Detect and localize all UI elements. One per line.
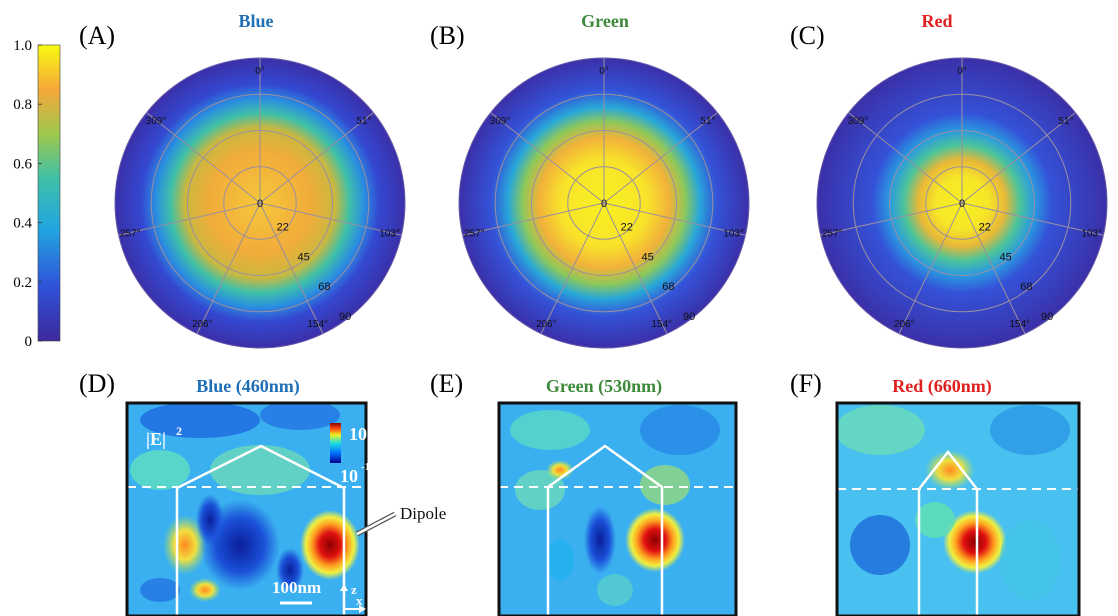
- polar-radial-label: 68: [662, 281, 674, 293]
- polar-angle-label: 0°: [599, 66, 609, 77]
- polar-angle-label: 206°: [894, 319, 915, 330]
- panel-title-blue-460: Blue (460nm): [196, 376, 300, 397]
- field-colorscale: [330, 423, 341, 463]
- polar-angle-label: 103°: [379, 229, 400, 240]
- polar-grid-spoke: [462, 202, 605, 236]
- colorbar-tick-label: 0.4: [13, 216, 32, 232]
- polar-radial-label: 68: [1020, 281, 1032, 293]
- panel-letter-a: (A): [79, 21, 115, 50]
- polar-panel-green: 0° 51° 103° 154° 206° 257° 309° 0 22 45 68 90: [458, 57, 750, 349]
- polar-grid-spoke: [961, 112, 1076, 204]
- polar-angle-label: 206°: [192, 319, 213, 330]
- polar-radial-label: 90: [683, 311, 695, 323]
- scale-min-exponent: -1: [361, 461, 370, 473]
- polar-grid-spoke: [848, 112, 963, 204]
- polar-angle-label: 103°: [723, 229, 744, 240]
- colorbar-tick-label: 1.0: [13, 38, 32, 54]
- panel-letter-d: (D): [79, 369, 115, 398]
- polar-angle-label: 257°: [120, 229, 141, 240]
- colorbar: 0 0.2 0.4 0.6 0.8 1.0: [13, 38, 61, 350]
- scale-max-label: 10: [349, 424, 367, 444]
- polar-angle-label: 309°: [490, 116, 511, 127]
- panel-letter-b: (B): [430, 21, 465, 50]
- polar-grid-spoke: [820, 202, 963, 236]
- polar-grid-spoke: [196, 202, 261, 334]
- panel-letter-e: (E): [430, 369, 463, 398]
- colorbar-tick-label: 0.6: [13, 156, 32, 172]
- polar-grid-spoke: [490, 112, 605, 204]
- polar-angle-label: 51°: [1058, 116, 1073, 127]
- polar-radial-label: 45: [999, 251, 1011, 263]
- polar-angle-label: 51°: [700, 116, 715, 127]
- scale-max-exponent: 2: [371, 422, 377, 434]
- polar-radial-label: 0: [601, 198, 607, 210]
- colorbar-ticks: 0 0.2 0.4 0.6 0.8 1.0: [13, 38, 42, 350]
- polar-radial-label: 45: [297, 251, 309, 263]
- polar-grid-spoke: [603, 202, 668, 334]
- polar-angle-label: 309°: [146, 116, 167, 127]
- field-map-frame-blue: [125, 401, 368, 616]
- axis-x-label: x: [356, 593, 363, 608]
- polar-angle-label: 154°: [651, 319, 672, 330]
- panel-title-blue: Blue: [238, 11, 273, 31]
- panel-title-red: Red: [922, 11, 953, 31]
- polar-angle-label: 206°: [536, 319, 557, 330]
- polar-panel-red: 0° 51° 103° 154° 206° 257° 309° 0 22 45 68 90: [816, 57, 1108, 349]
- polar-grid-spoke: [540, 202, 605, 334]
- panel-letter-f: (F): [790, 369, 822, 398]
- polar-grid-spoke: [118, 202, 261, 236]
- polar-radial-label: 22: [621, 222, 633, 234]
- field-intensity-label: |E|: [146, 429, 166, 449]
- polar-radial-label: 22: [979, 222, 991, 234]
- scalebar-label: 100nm: [272, 578, 321, 597]
- axis-z-label: z: [351, 582, 357, 597]
- polar-radial-label: 45: [641, 251, 653, 263]
- polar-angle-label: 154°: [1009, 319, 1030, 330]
- panel-title-green-530: Green (530nm): [546, 376, 662, 397]
- colorbar-gradient: [37, 44, 61, 342]
- polar-radial-label: 90: [339, 311, 351, 323]
- polar-radial-label: 68: [318, 281, 330, 293]
- colorbar-tick-label: 0.2: [13, 275, 32, 291]
- panel-letter-c: (C): [790, 21, 825, 50]
- polar-radial-label: 22: [277, 222, 289, 234]
- polar-radial-label: 0: [257, 198, 263, 210]
- polar-panel-blue: 0° 51° 103° 154° 206° 257° 309° 0 22 45 68 90: [114, 57, 406, 349]
- polar-grid-spoke: [259, 112, 374, 204]
- polar-grid-spoke: [259, 202, 324, 334]
- polar-angle-label: 154°: [307, 319, 328, 330]
- polar-angle-label: 309°: [848, 116, 869, 127]
- field-map-frame-green: [497, 401, 738, 616]
- panel-title-red-660: Red (660nm): [892, 376, 992, 397]
- polar-radial-label: 90: [1041, 311, 1053, 323]
- polar-grid-spoke: [259, 202, 402, 236]
- field-map-green: [499, 403, 736, 616]
- field-map-blue: [127, 403, 366, 616]
- polar-grid-spoke: [603, 202, 746, 236]
- polar-radial-label: 0: [959, 198, 965, 210]
- field-map-frame-red: [835, 401, 1081, 616]
- field-map-red: [837, 403, 1079, 616]
- field-intensity-exponent: 2: [176, 424, 182, 438]
- panel-title-green: Green: [581, 11, 629, 31]
- polar-grid-spoke: [898, 202, 963, 334]
- colorbar-tick-label: 0: [25, 334, 33, 350]
- dipole-callout: Dipole: [355, 504, 446, 537]
- dipole-label: Dipole: [400, 504, 446, 523]
- scale-min-label: 10: [340, 466, 358, 486]
- polar-angle-label: 0°: [255, 66, 265, 77]
- polar-angle-label: 51°: [356, 116, 371, 127]
- polar-angle-label: 257°: [822, 229, 843, 240]
- polar-angle-label: 0°: [957, 66, 967, 77]
- polar-angle-label: 257°: [464, 229, 485, 240]
- polar-grid-spoke: [603, 112, 718, 204]
- polar-grid-spoke: [961, 202, 1026, 334]
- polar-angle-label: 103°: [1081, 229, 1102, 240]
- polar-grid-spoke: [146, 112, 261, 204]
- colorbar-tick-label: 0.8: [13, 97, 32, 113]
- polar-grid-spoke: [961, 202, 1104, 236]
